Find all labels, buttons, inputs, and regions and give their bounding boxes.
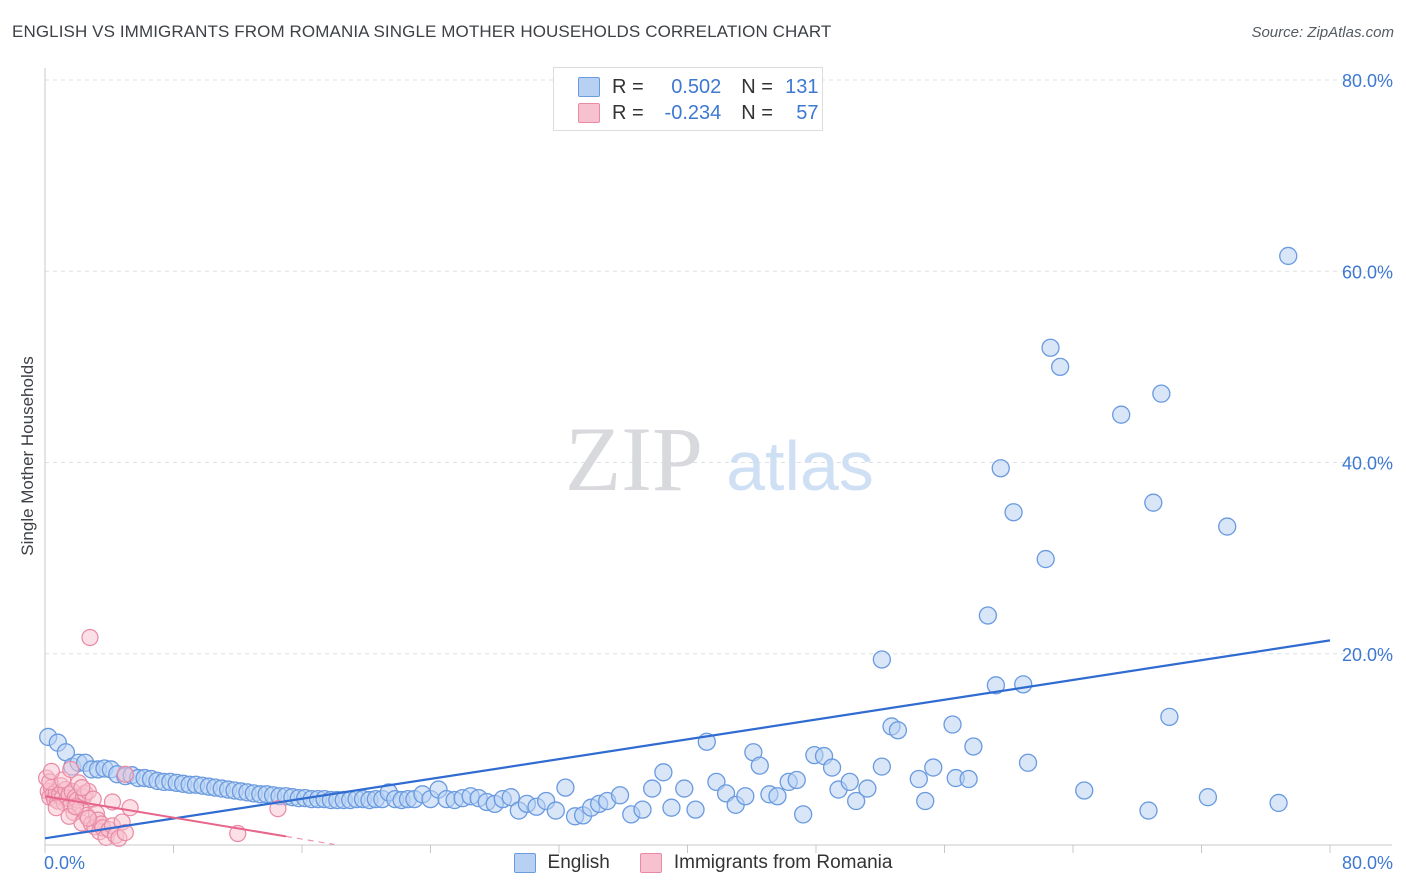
romania-point (42, 762, 61, 780)
english-point (686, 800, 705, 819)
romania-swatch (639, 853, 662, 873)
n-label: N = (741, 75, 773, 98)
english-point (794, 805, 813, 824)
english-point (787, 770, 806, 790)
english-point (1112, 405, 1131, 424)
english-point (1075, 781, 1094, 800)
legend-item-romania[interactable]: Immigrants from Romania (639, 852, 893, 874)
axes (44, 68, 1392, 853)
english-point (1279, 246, 1298, 266)
english-point (959, 769, 978, 789)
english-point (872, 650, 892, 669)
correlation-legend: R = 0.502 N = 131 R = -0.234 N = 57 (553, 67, 823, 131)
romania-point (269, 800, 287, 818)
english-point (768, 787, 787, 806)
english-point (943, 715, 962, 734)
english-point (546, 801, 565, 820)
english-point (1160, 707, 1179, 727)
romania-point (79, 809, 97, 827)
legend-label: English (547, 852, 610, 873)
english-point (964, 737, 983, 756)
english-point (858, 779, 877, 798)
english-point (1004, 503, 1023, 522)
x-tick-label: 80.0% (1342, 853, 1393, 873)
english-point (872, 757, 892, 776)
english-point (1198, 788, 1218, 807)
english-point (654, 763, 673, 782)
romania-trend-extension (285, 835, 335, 846)
english-point (978, 606, 998, 625)
english-point (888, 721, 908, 740)
source-label: Source: ZipAtlas.com (1251, 24, 1394, 41)
english-point (1218, 517, 1237, 536)
english-point (501, 788, 520, 807)
romania-trend-line (44, 795, 287, 838)
english-point (1139, 801, 1158, 820)
r-value: -0.234 (664, 101, 722, 124)
romania-point (73, 779, 91, 797)
romania-point (62, 760, 80, 779)
y-tick-label: 80.0% (1342, 71, 1393, 91)
romania-point (47, 799, 65, 817)
romania-point (81, 628, 99, 647)
y-tick-label: 60.0% (1342, 262, 1393, 282)
english-point (1014, 675, 1033, 694)
romania-point (116, 823, 134, 842)
chart-title: ENGLISH VS IMMIGRANTS FROM ROMANIA SINGL… (12, 22, 832, 41)
y-tick-label: 40.0% (1342, 454, 1393, 474)
english-point (924, 758, 943, 777)
english-swatch (578, 77, 600, 97)
english-point (633, 800, 652, 819)
english-point (1041, 338, 1060, 357)
grid-lines (45, 79, 1392, 655)
english-point (643, 779, 662, 798)
romania-swatch (578, 103, 600, 123)
n-value: 57 (796, 101, 819, 124)
legend-label: Immigrants from Romania (673, 852, 893, 873)
watermark: ZIP atlas (565, 408, 874, 510)
r-label: R = (612, 101, 644, 124)
watermark-zip: ZIP (565, 408, 703, 510)
english-trend-line (44, 639, 1331, 840)
english-point (610, 786, 630, 805)
english-point (675, 779, 694, 798)
legend-item-english[interactable]: English (513, 852, 610, 874)
legend-row-romania: R = -0.234 N = 57 (578, 101, 819, 125)
r-label: R = (612, 75, 644, 98)
english-point (1144, 493, 1163, 512)
english-point (822, 758, 842, 777)
english-point (909, 769, 928, 789)
english-points (39, 246, 1298, 826)
english-point (1269, 793, 1288, 813)
english-point (1152, 384, 1171, 403)
english-point (916, 791, 935, 811)
english-point (556, 778, 575, 797)
english-point (1018, 753, 1038, 772)
english-swatch (513, 853, 536, 873)
english-point (1051, 357, 1070, 377)
romania-point (116, 765, 134, 783)
english-point (991, 459, 1010, 478)
legend-row-english: R = 0.502 N = 131 (578, 75, 819, 99)
english-point (847, 791, 866, 811)
english-point (662, 798, 681, 817)
n-label: N = (741, 101, 773, 124)
n-value: 131 (785, 75, 819, 98)
english-point (840, 772, 859, 792)
romania-points (38, 628, 287, 847)
tick-labels: 20.0% 40.0% 60.0% 80.0% 0.0% 80.0% (44, 71, 1393, 873)
english-point (736, 787, 755, 806)
watermark-atlas: atlas (726, 427, 874, 505)
english-point (750, 756, 769, 775)
series-legend: English Immigrants from Romania (0, 852, 1406, 874)
x-tick-label: 0.0% (44, 853, 85, 873)
r-value: 0.502 (671, 75, 722, 98)
english-point (986, 676, 1006, 695)
romania-point (121, 799, 139, 817)
trend-lines (44, 639, 1331, 846)
english-point (1036, 549, 1055, 569)
y-tick-label: 20.0% (1342, 645, 1393, 665)
